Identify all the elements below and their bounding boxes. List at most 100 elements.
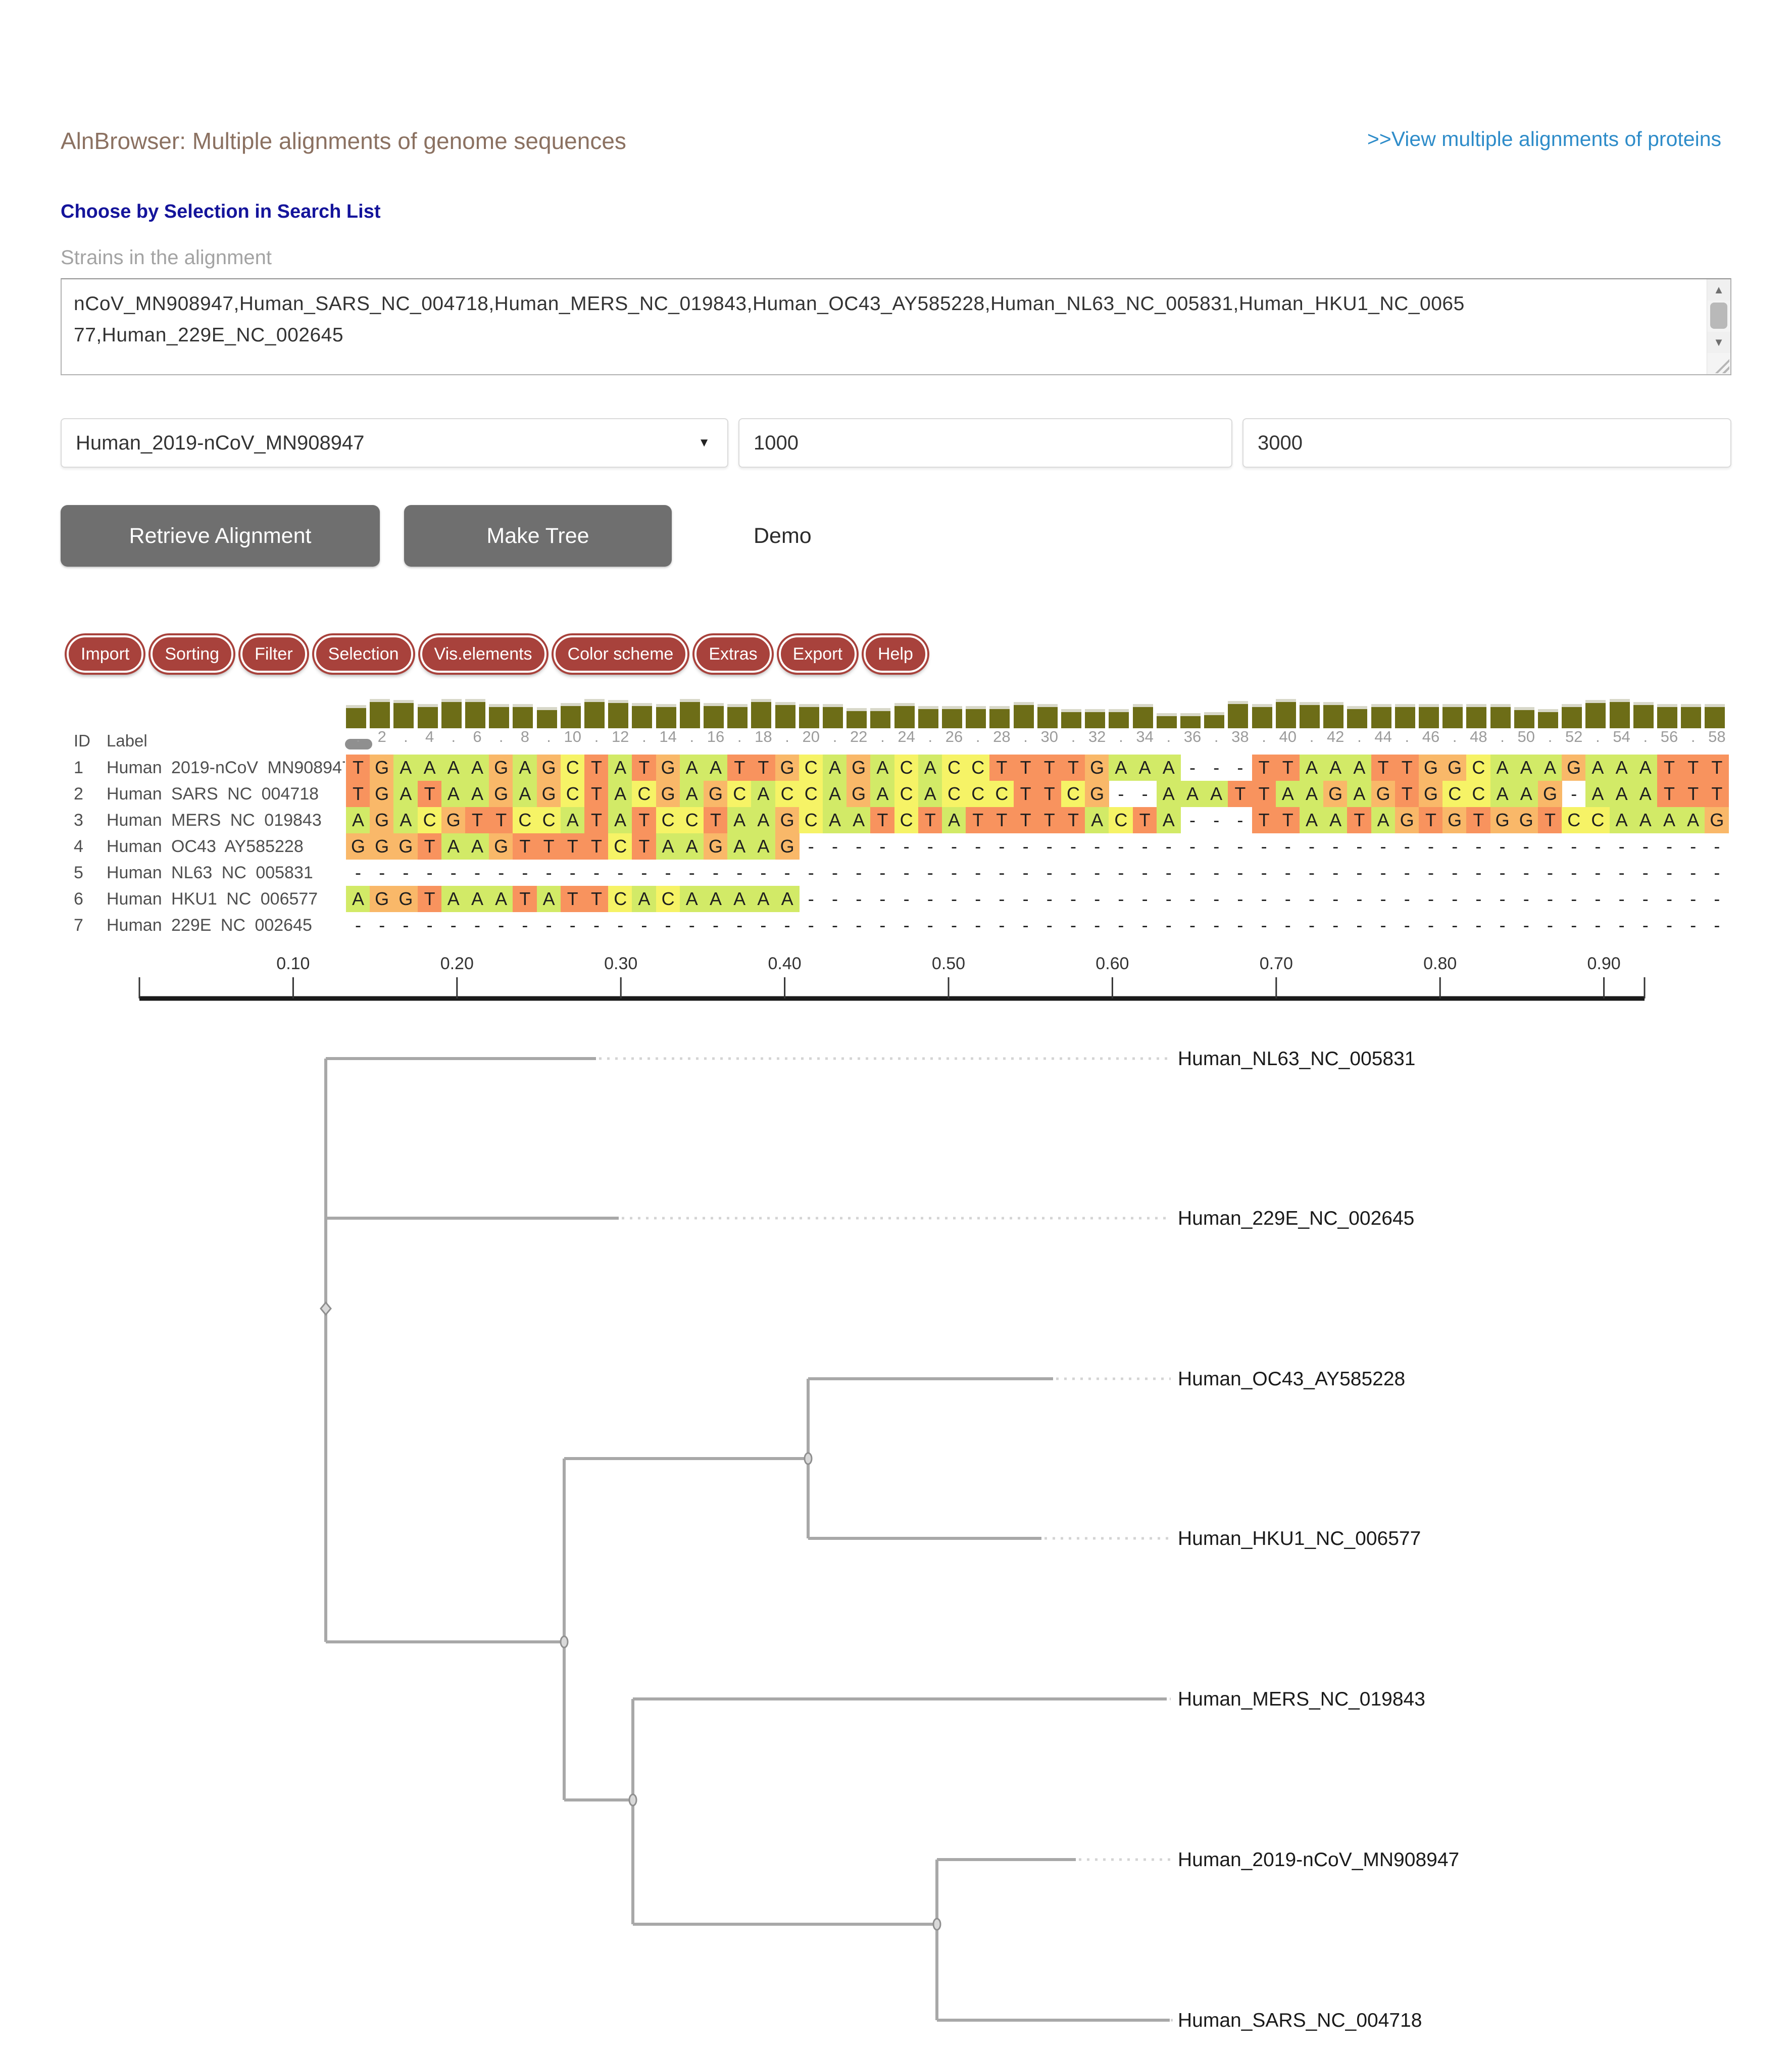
histogram-bar xyxy=(1323,705,1344,728)
label-column-header: Label xyxy=(107,731,147,750)
histogram-bar xyxy=(536,710,557,728)
sequence-cell: - xyxy=(474,915,480,935)
ruler-tick-label: . xyxy=(737,728,742,745)
alignment-menu: Import Sorting Filter Selection Vis.elements… xyxy=(67,635,927,676)
sequence-cell: - xyxy=(665,915,671,935)
ruler-tick-label: . xyxy=(832,728,837,745)
sequence-cell: C xyxy=(1466,781,1491,807)
sequence-cell: - xyxy=(999,915,1005,935)
histogram-bar xyxy=(775,705,795,728)
ruler-tick-label: 50 xyxy=(1517,728,1535,745)
menu-pill-export[interactable]: Export xyxy=(778,635,857,673)
textarea-scrollbar[interactable]: ▲ ▼ xyxy=(1707,279,1730,374)
sequence-cell: T xyxy=(584,833,609,860)
ruler-tick-label: . xyxy=(546,728,551,745)
ruler-tick-label: 26 xyxy=(945,728,963,745)
sequence-cell: A xyxy=(918,755,942,781)
menu-pill-help[interactable]: Help xyxy=(863,635,927,673)
menu-pill-import[interactable]: Import xyxy=(67,635,144,673)
sequence-cell: - xyxy=(1046,915,1053,935)
sequence-cell: T xyxy=(1395,755,1419,781)
sequence-cell: G xyxy=(536,781,561,807)
histogram-bar xyxy=(1180,716,1201,728)
sequence-cell: - xyxy=(1642,915,1649,935)
ruler-tick-label: 20 xyxy=(802,728,820,745)
sequence-cell: A xyxy=(704,886,728,912)
ruler-tick-label: 28 xyxy=(993,728,1011,745)
sequence-cell: - xyxy=(975,888,981,909)
sequence-cell: G xyxy=(656,755,680,781)
ruler-tick-label: 2 xyxy=(377,728,386,745)
sequence-cell: G xyxy=(536,755,561,781)
demo-link[interactable]: Demo xyxy=(754,524,812,548)
sequence-cell: - xyxy=(1189,836,1196,857)
histogram-bar-cap xyxy=(870,708,891,711)
range-end-input[interactable]: 3000 xyxy=(1242,418,1731,468)
menu-pill-selection[interactable]: Selection xyxy=(314,635,413,673)
sequence-cell: T xyxy=(1538,807,1562,833)
ruler-tick-label: . xyxy=(1643,728,1648,745)
histogram-bar xyxy=(465,702,485,728)
sequence-cell: T xyxy=(918,807,942,833)
sequence-row-id: 2 xyxy=(74,784,83,804)
histogram-bar xyxy=(1585,703,1606,728)
sequence-cell: - xyxy=(522,862,528,883)
sequence-cell: A xyxy=(1609,755,1634,781)
menu-pill-vis-elements[interactable]: Vis.elements xyxy=(420,635,546,673)
sequence-row-id: 4 xyxy=(74,837,83,856)
ruler-tick-label: 6 xyxy=(473,728,482,745)
sequence-cell: G xyxy=(489,755,514,781)
sequence-cell: - xyxy=(379,915,385,935)
sequence-cell: A xyxy=(704,755,728,781)
strains-line-2: 77,Human_229E_NC_002645 xyxy=(74,324,344,346)
sequence-cell: - xyxy=(498,862,505,883)
sequence-cell: - xyxy=(713,862,719,883)
tree-scale-label: 0.20 xyxy=(440,954,474,973)
sequence-cell: A xyxy=(465,755,489,781)
view-proteins-link[interactable]: >>View multiple alignments of proteins xyxy=(1367,127,1721,151)
sequence-cell: T xyxy=(704,807,728,833)
sequence-cell: T xyxy=(1705,755,1729,781)
sequence-cell: G xyxy=(775,807,800,833)
sequence-row-id: 1 xyxy=(74,758,83,777)
menu-pill-filter[interactable]: Filter xyxy=(240,635,307,673)
histogram-bar-cap xyxy=(1633,702,1654,705)
sequence-cell: C xyxy=(966,781,990,807)
strain-select[interactable]: Human_2019-nCoV_MN908947 ▼ xyxy=(61,418,728,468)
sequence-cell: - xyxy=(688,915,695,935)
menu-pill-color-scheme[interactable]: Color scheme xyxy=(553,635,688,673)
alignment-scroll-handle[interactable] xyxy=(345,739,372,749)
histogram-bar xyxy=(1300,705,1320,728)
tree-leaf-label: Human_MERS_NC_019843 xyxy=(1178,1688,1425,1710)
range-start-input[interactable]: 1000 xyxy=(738,418,1232,468)
sequence-cell: A xyxy=(823,755,847,781)
sequence-cell: C xyxy=(775,781,800,807)
histogram-bar-cap xyxy=(1705,704,1725,707)
scroll-up-icon[interactable]: ▲ xyxy=(1707,279,1730,301)
menu-pill-extras[interactable]: Extras xyxy=(694,635,772,673)
menu-pill-sorting[interactable]: Sorting xyxy=(151,635,234,673)
sequence-cell: A xyxy=(441,833,466,860)
sequence-cell: A xyxy=(727,807,752,833)
sequence-cell: T xyxy=(1013,781,1038,807)
ruler-tick-label: 34 xyxy=(1136,728,1154,745)
sequence-cell: T xyxy=(1252,781,1276,807)
scrollbar-thumb[interactable] xyxy=(1710,303,1727,329)
sequence-cell: C xyxy=(894,755,919,781)
strains-textarea[interactable]: nCoV_MN908947,Human_SARS_NC_004718,Human… xyxy=(61,278,1731,375)
scroll-down-icon[interactable]: ▼ xyxy=(1707,332,1730,353)
sequence-cell: - xyxy=(1213,915,1220,935)
ruler-tick-label: 18 xyxy=(755,728,772,745)
sequence-cell: - xyxy=(1380,915,1386,935)
histogram-bar-cap xyxy=(1085,709,1106,712)
strains-field-label: Strains in the alignment xyxy=(61,246,272,269)
retrieve-alignment-button[interactable]: Retrieve Alignment xyxy=(61,505,380,567)
make-tree-button[interactable]: Make Tree xyxy=(404,505,672,567)
histogram-bar-cap xyxy=(704,703,724,706)
sequence-cell: - xyxy=(1380,862,1386,883)
ruler-tick-label: 48 xyxy=(1470,728,1487,745)
sequence-cell: A xyxy=(1490,781,1515,807)
ruler-tick-label: . xyxy=(1500,728,1505,745)
sequence-cell: T xyxy=(417,833,442,860)
sequence-cell: - xyxy=(1118,888,1124,909)
